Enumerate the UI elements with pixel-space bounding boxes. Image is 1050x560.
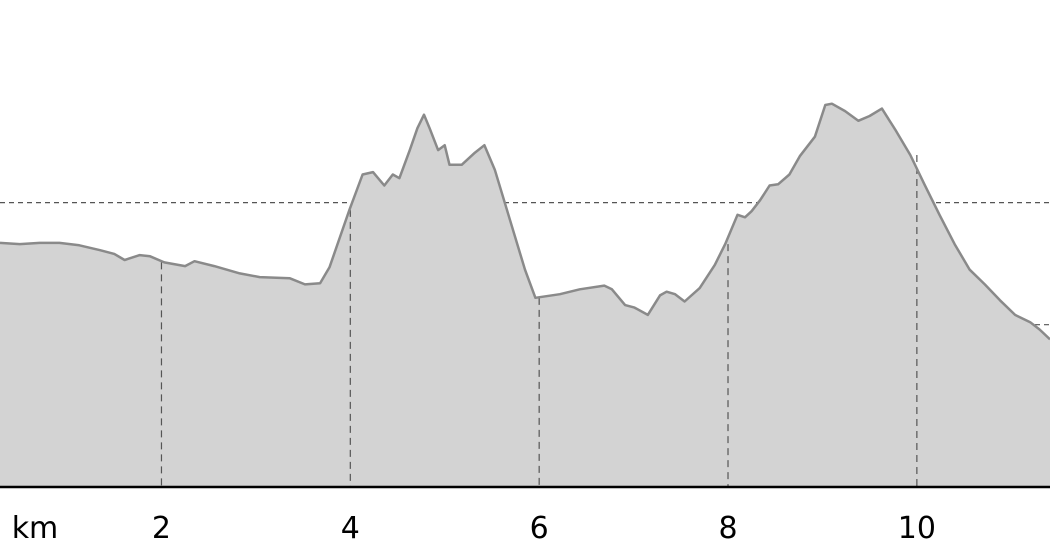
elevation-area-fill xyxy=(0,103,1050,487)
x-axis-unit-label: km xyxy=(12,511,59,546)
x-tick-labels: 2 4 6 8 10 xyxy=(152,511,936,546)
x-tick-label: 2 xyxy=(152,511,171,546)
x-tick-label: 10 xyxy=(898,511,936,546)
x-tick-label: 4 xyxy=(341,511,360,546)
elevation-line xyxy=(0,102,1050,341)
x-tick-label: 6 xyxy=(530,511,549,546)
vertical-grid xyxy=(160,155,918,487)
x-tick-label: 8 xyxy=(718,511,737,546)
